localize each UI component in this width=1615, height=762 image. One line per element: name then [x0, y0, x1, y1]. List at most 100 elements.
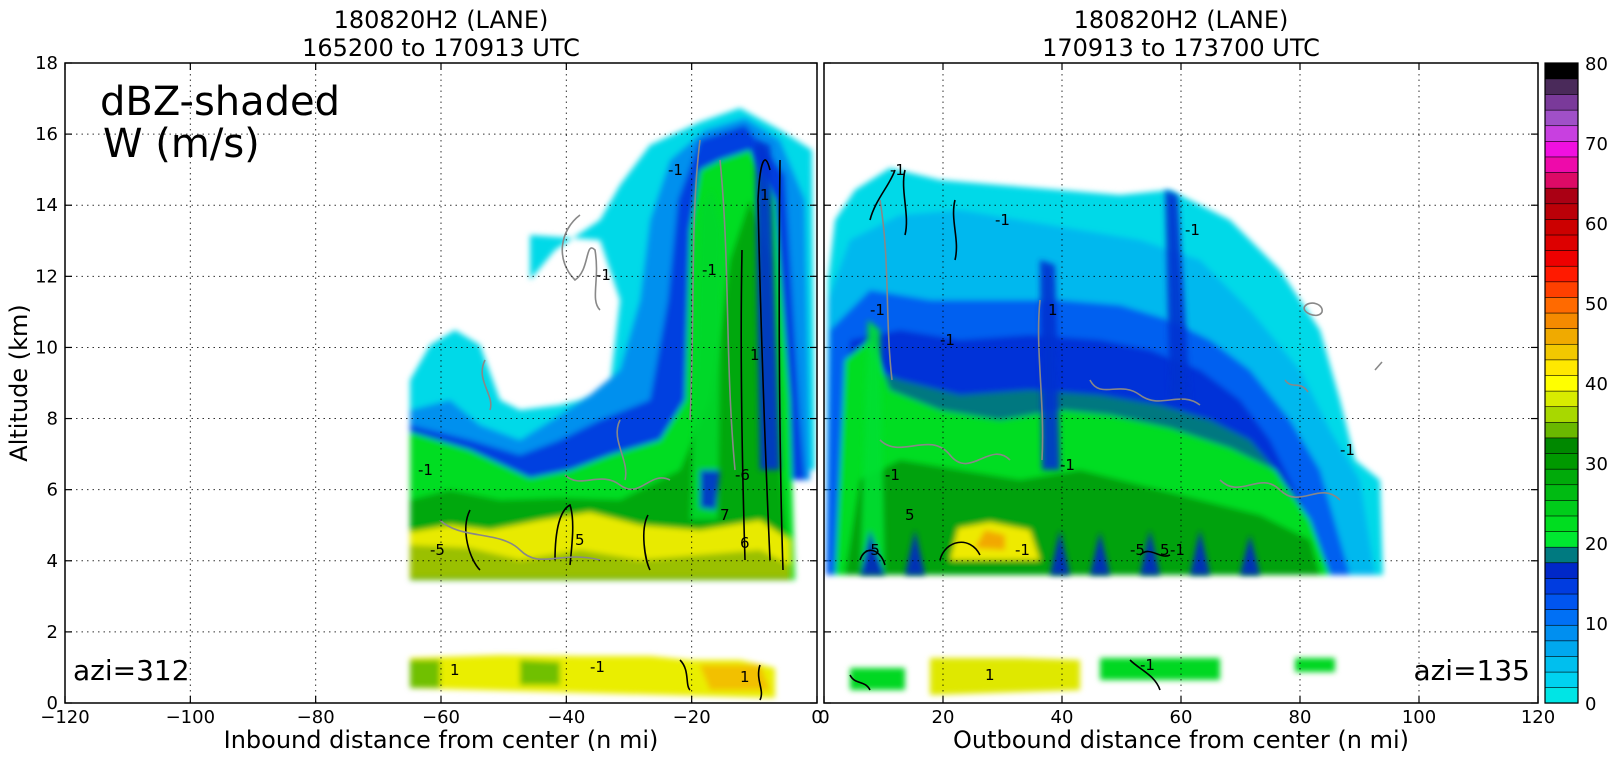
colorbar-swatch [1544, 515, 1579, 532]
colorbar-tick-label: 70 [1585, 134, 1608, 155]
right-echo-lowband-green [850, 658, 1335, 690]
colorbar-swatch [1544, 609, 1579, 626]
right-panel: 180820H2 (LANE) 170913 to 173700 UTC [818, 6, 1555, 754]
right-x-tick-label: 20 [932, 707, 955, 728]
y-tick-label: 2 [47, 622, 58, 643]
colorbar-tick-label: 0 [1585, 694, 1596, 715]
colorbar-swatch [1544, 78, 1579, 95]
y-tick-label: 0 [47, 693, 58, 714]
left-contour-label: -1 [668, 161, 683, 179]
right-tower-1 [860, 320, 885, 575]
colorbar-tick-label: 20 [1585, 534, 1608, 555]
y-tick-label: 14 [35, 195, 58, 216]
colorbar-swatch [1544, 671, 1579, 688]
colorbar-swatch [1544, 406, 1579, 423]
colorbar-swatch [1544, 296, 1579, 314]
left-reflectivity-field: -1 1 -1 -1 1 -1 -6 5 -5 7 6 1 -1 1 [410, 108, 815, 701]
left-contour-label: -1 [702, 261, 717, 279]
y-tick-label: 8 [47, 409, 58, 430]
right-contour-label: 1 [985, 666, 995, 684]
colorbar-swatch [1544, 359, 1579, 376]
colorbar-swatch [1544, 93, 1579, 111]
left-grid [65, 63, 817, 703]
colorbar-swatch [1544, 265, 1579, 283]
right-contour-label: -1 [1015, 541, 1030, 559]
colorbar-swatch [1544, 499, 1579, 517]
colorbar-swatch [1544, 421, 1579, 439]
y-tick-label: 4 [47, 551, 58, 572]
colorbar-swatch [1544, 437, 1579, 454]
left-contour-label: -5 [430, 541, 445, 559]
y-tick-label: 12 [35, 266, 58, 287]
colorbar-swatch [1544, 62, 1579, 80]
left-echo-lowband-orange [700, 665, 770, 690]
right-contour-label: -1 [1140, 656, 1155, 674]
right-x-tick-label: 40 [1051, 707, 1074, 728]
right-contour-label: -5 [865, 541, 880, 559]
left-x-tick-label: −40 [547, 707, 585, 728]
colorbar-swatch [1544, 374, 1579, 392]
colorbar-swatch [1544, 328, 1579, 345]
right-contour-label: 1 [1048, 301, 1058, 319]
left-contour-label: -6 [735, 466, 750, 484]
left-contour-label: 1 [740, 668, 750, 686]
colorbar-swatch [1544, 203, 1579, 220]
shading-annotation: dBZ-shaded [100, 79, 340, 125]
left-x-tick-label: −80 [297, 707, 335, 728]
left-x-tick-label: −20 [673, 707, 711, 728]
colorbar-swatch [1544, 468, 1579, 486]
right-contour-labels: -1 -1 -1 -1 1 -1 -1 -1 -1 5 -5 -5 5 -1 -… [865, 161, 1355, 684]
y-tick-label: 6 [47, 480, 58, 501]
left-x-axis-label: Inbound distance from center (n mi) [224, 726, 659, 754]
left-contour-label: 5 [575, 531, 585, 549]
colorbar-swatch [1544, 577, 1579, 595]
right-bottom-wave [860, 530, 1260, 575]
left-x-tick-label: −100 [166, 707, 215, 728]
left-contour-label: -1 [590, 658, 605, 676]
right-contour-label: -1 [1340, 441, 1355, 459]
left-contour-label: 7 [720, 506, 730, 524]
colorbar-swatch [1544, 312, 1579, 329]
colorbar-tick-label: 40 [1585, 374, 1608, 395]
left-azimuth-label: azi=312 [73, 654, 190, 687]
y-tick-label: 16 [35, 124, 58, 145]
left-contour-label: 1 [760, 186, 770, 204]
colorbar-frame [1544, 62, 1579, 704]
right-contour-label: -1 [885, 466, 900, 484]
colorbar-swatch [1544, 546, 1579, 564]
colorbar-tick-label: 10 [1585, 614, 1608, 635]
right-contour-label: -1 [1060, 456, 1075, 474]
right-x-tick-label: 80 [1289, 707, 1312, 728]
right-x-tick-label: 120 [1521, 707, 1555, 728]
left-contour-labels: -1 1 -1 -1 1 -1 -6 5 -5 7 6 1 -1 1 [418, 161, 770, 686]
right-azimuth-label: azi=135 [1413, 654, 1530, 687]
colorbar-swatch [1544, 452, 1579, 470]
colorbar-swatch [1544, 640, 1579, 657]
colorbar-swatch [1544, 687, 1579, 704]
colorbar-swatch [1544, 171, 1579, 189]
contour-annotation: W (m/s) [103, 121, 260, 167]
left-echo-lowband-green [410, 660, 560, 688]
colorbar-swatch [1544, 484, 1579, 501]
right-contour-label: -1 [890, 161, 905, 179]
colorbar-swatch [1544, 250, 1579, 267]
left-tower-3 [700, 470, 720, 510]
colorbar-tick-label: 30 [1585, 454, 1608, 475]
right-tower-2 [1040, 260, 1060, 470]
left-echo-olive [410, 545, 790, 578]
left-contour-label: 1 [450, 661, 460, 679]
colorbar-swatch [1544, 624, 1579, 642]
right-x-ticks: 0 20 40 60 80 100 120 [818, 63, 1555, 728]
right-x-tick-label: 60 [1170, 707, 1193, 728]
right-echo-lowband [930, 658, 1080, 695]
right-x-tick-label: 100 [1402, 707, 1436, 728]
colorbar-swatch [1544, 140, 1579, 158]
left-x-tick-label: −120 [40, 707, 89, 728]
y-axis-label: Altitude (km) [5, 304, 33, 461]
right-contour-label: 5 [1160, 541, 1170, 559]
right-contour-label: -5 [1130, 541, 1145, 559]
colorbar-swatches [1544, 62, 1579, 704]
left-contour-label: 6 [740, 534, 750, 552]
colorbar-swatch [1544, 593, 1579, 610]
